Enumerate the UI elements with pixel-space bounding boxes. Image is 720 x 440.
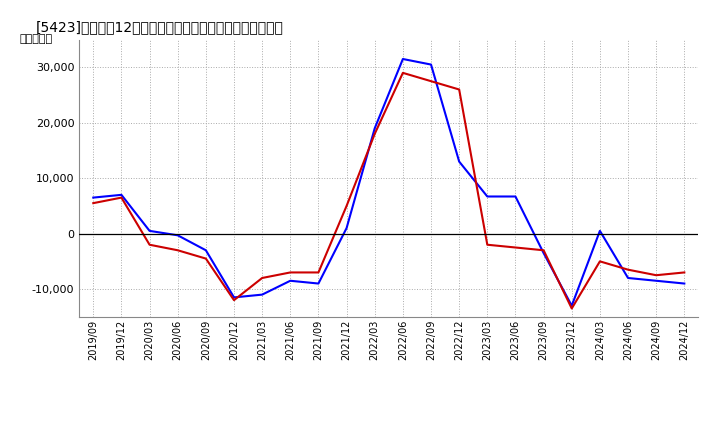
経常利益 xyxy=(399,56,408,62)
経常利益 xyxy=(174,233,182,238)
当期純利益 xyxy=(286,270,294,275)
当期純利益 xyxy=(399,70,408,76)
経常利益 xyxy=(680,281,688,286)
当期純利益 xyxy=(258,275,266,281)
Line: 経常利益: 経常利益 xyxy=(94,59,684,306)
経常利益 xyxy=(624,275,632,281)
経常利益 xyxy=(652,278,660,283)
当期純利益 xyxy=(342,203,351,209)
Line: 当期純利益: 当期純利益 xyxy=(94,73,684,308)
経常利益 xyxy=(539,250,548,256)
経常利益 xyxy=(427,62,436,67)
Text: [5423]　利益の12か月移動合計の対前年同期増減額の推移: [5423] 利益の12か月移動合計の対前年同期増減額の推移 xyxy=(36,20,284,34)
当期純利益 xyxy=(567,306,576,311)
経常利益 xyxy=(258,292,266,297)
経常利益 xyxy=(286,278,294,283)
当期純利益 xyxy=(370,131,379,136)
当期純利益 xyxy=(455,87,464,92)
当期純利益 xyxy=(117,195,126,200)
経常利益 xyxy=(567,303,576,308)
経常利益 xyxy=(342,225,351,231)
Y-axis label: （百万円）: （百万円） xyxy=(19,34,53,44)
当期純利益 xyxy=(595,259,604,264)
当期純利益 xyxy=(539,248,548,253)
経常利益 xyxy=(145,228,154,234)
当期純利益 xyxy=(680,270,688,275)
当期純利益 xyxy=(314,270,323,275)
経常利益 xyxy=(455,159,464,164)
経常利益 xyxy=(483,194,492,199)
当期純利益 xyxy=(624,267,632,272)
当期純利益 xyxy=(230,297,238,303)
当期純利益 xyxy=(174,248,182,253)
当期純利益 xyxy=(483,242,492,247)
当期純利益 xyxy=(511,245,520,250)
経常利益 xyxy=(595,228,604,234)
経常利益 xyxy=(314,281,323,286)
当期純利益 xyxy=(145,242,154,247)
当期純利益 xyxy=(89,201,98,206)
経常利益 xyxy=(511,194,520,199)
当期純利益 xyxy=(202,256,210,261)
当期純利益 xyxy=(427,78,436,84)
経常利益 xyxy=(230,295,238,300)
経常利益 xyxy=(117,192,126,198)
当期純利益 xyxy=(652,272,660,278)
経常利益 xyxy=(89,195,98,200)
経常利益 xyxy=(370,126,379,131)
経常利益 xyxy=(202,248,210,253)
